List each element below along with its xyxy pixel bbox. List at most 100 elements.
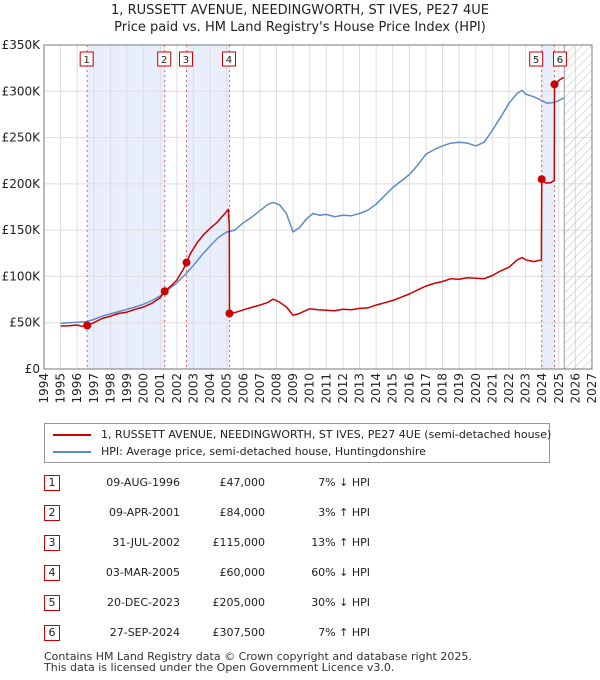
sale-number: 2 bbox=[44, 505, 60, 521]
hpi-line bbox=[60, 89, 565, 324]
chart-subtitle: Price paid vs. HM Land Registry's House … bbox=[114, 20, 486, 35]
x-tick-label: 2010 bbox=[303, 373, 317, 404]
sale-point bbox=[83, 321, 92, 330]
x-tick-label: 2019 bbox=[452, 373, 466, 404]
sale-row: 3 31-JUL-2002 £115,000 13% ↑ HPI bbox=[0, 535, 600, 555]
sale-hpi-change: 7% ↓ HPI bbox=[318, 476, 370, 489]
sale-label-number: 3 bbox=[183, 55, 189, 66]
sale-label-box bbox=[79, 51, 94, 67]
legend-label-hpi: HPI: Average price, semi-detached house,… bbox=[101, 445, 426, 458]
sale-row: 5 20-DEC-2023 £205,000 30% ↓ HPI bbox=[0, 595, 600, 615]
sale-price: £47,000 bbox=[219, 476, 266, 489]
sale-number: 3 bbox=[44, 535, 60, 551]
sale-label-box bbox=[157, 51, 172, 67]
x-tick-label: 2022 bbox=[502, 373, 516, 404]
sale-price: £205,000 bbox=[212, 596, 266, 609]
x-tick-label: 1996 bbox=[70, 373, 84, 404]
sale-point bbox=[225, 309, 234, 318]
x-tick-label: 2020 bbox=[469, 373, 483, 404]
sale-number: 1 bbox=[44, 475, 60, 491]
sale-label-box bbox=[529, 51, 544, 67]
sale-price: £84,000 bbox=[219, 506, 266, 519]
sale-label-number: 2 bbox=[161, 55, 167, 66]
x-tick-label: 1997 bbox=[87, 373, 101, 404]
sale-label-box bbox=[178, 51, 193, 67]
x-tick-label: 2011 bbox=[319, 373, 333, 404]
sale-hpi-change: 60% ↓ HPI bbox=[311, 566, 370, 579]
x-tick-label: 2026 bbox=[568, 373, 582, 404]
x-tick-label: 2012 bbox=[336, 373, 350, 404]
y-tick-label: £250K bbox=[2, 131, 42, 145]
x-tick-label: 2027 bbox=[585, 373, 599, 404]
sale-number: 6 bbox=[44, 625, 60, 641]
property-price-line bbox=[60, 76, 565, 328]
y-tick-label: £0 bbox=[25, 362, 40, 376]
sale-date: 20-DEC-2023 bbox=[106, 596, 180, 609]
sale-label-box bbox=[552, 51, 567, 67]
x-tick-label: 2017 bbox=[419, 373, 433, 404]
ownership-shade bbox=[186, 45, 230, 369]
ownership-shade bbox=[541, 45, 555, 369]
sale-label-number: 1 bbox=[83, 55, 89, 66]
sale-date: 03-MAR-2005 bbox=[105, 566, 180, 579]
sale-label-number: 5 bbox=[533, 55, 539, 66]
x-tick-label: 2003 bbox=[186, 373, 200, 404]
sale-point bbox=[537, 175, 546, 184]
x-tick-label: 2025 bbox=[552, 373, 566, 404]
plot-frame bbox=[43, 44, 593, 370]
y-tick-label: £350K bbox=[2, 38, 42, 52]
x-tick-label: 2008 bbox=[269, 373, 283, 404]
x-tick-label: 2005 bbox=[220, 373, 234, 404]
x-tick-label: 2014 bbox=[369, 373, 383, 404]
sale-label-number: 6 bbox=[557, 55, 563, 66]
legend-label-property: 1, RUSSETT AVENUE, NEEDINGWORTH, ST IVES… bbox=[101, 428, 552, 441]
sale-number: 5 bbox=[44, 595, 60, 611]
footer: Contains HM Land Registry data © Crown c… bbox=[44, 651, 472, 673]
sale-point bbox=[550, 80, 559, 89]
x-tick-label: 1995 bbox=[54, 373, 68, 404]
sale-label-number: 4 bbox=[226, 55, 232, 66]
sale-price: £307,500 bbox=[212, 626, 266, 639]
sale-row: 6 27-SEP-2024 £307,500 7% ↑ HPI bbox=[0, 625, 600, 645]
sale-hpi-change: 30% ↓ HPI bbox=[311, 596, 370, 609]
footer-copyright: Contains HM Land Registry data © Crown c… bbox=[44, 650, 472, 663]
x-tick-label: 1994 bbox=[37, 373, 51, 404]
x-tick-label: 2004 bbox=[203, 373, 217, 404]
x-tick-label: 2024 bbox=[535, 373, 549, 404]
sale-hpi-change: 13% ↑ HPI bbox=[311, 536, 370, 549]
y-tick-label: £50K bbox=[9, 316, 41, 330]
x-tick-label: 2015 bbox=[386, 373, 400, 404]
x-tick-label: 2018 bbox=[436, 373, 450, 404]
footer-licence: This data is licensed under the Open Gov… bbox=[44, 661, 395, 674]
sale-hpi-change: 7% ↑ HPI bbox=[318, 626, 370, 639]
future-region bbox=[564, 45, 592, 369]
y-tick-label: £150K bbox=[2, 223, 42, 237]
sale-date: 27-SEP-2024 bbox=[109, 626, 180, 639]
price-chart: 1 2 3 4 5 6 £0 £50K £100K £150K £200K £250K £300K £35… bbox=[2, 38, 599, 404]
sale-number: 4 bbox=[44, 565, 60, 581]
legend-swatch-hpi bbox=[53, 451, 91, 453]
sale-price: £60,000 bbox=[219, 566, 266, 579]
sale-label-box bbox=[221, 51, 236, 67]
y-tick-label: £300K bbox=[2, 84, 42, 98]
x-tick-label: 2001 bbox=[153, 373, 167, 404]
sale-row: 1 09-AUG-1996 £47,000 7% ↓ HPI bbox=[0, 475, 600, 495]
y-tick-label: £100K bbox=[2, 269, 42, 283]
sale-point bbox=[182, 258, 191, 267]
sale-date: 09-APR-2001 bbox=[108, 506, 180, 519]
x-tick-label: 2007 bbox=[253, 373, 267, 404]
x-tick-label: 1999 bbox=[120, 373, 134, 404]
sale-price: £115,000 bbox=[212, 536, 266, 549]
x-tick-label: 2016 bbox=[402, 373, 416, 404]
x-tick-label: 2000 bbox=[137, 373, 151, 404]
x-tick-label: 2009 bbox=[286, 373, 300, 404]
x-tick-label: 2013 bbox=[353, 373, 367, 404]
sale-point bbox=[160, 287, 169, 296]
x-tick-label: 2023 bbox=[519, 373, 533, 404]
sale-hpi-change: 3% ↑ HPI bbox=[318, 506, 370, 519]
sale-row: 4 03-MAR-2005 £60,000 60% ↓ HPI bbox=[0, 565, 600, 585]
legend-swatch-property bbox=[53, 434, 91, 436]
x-tick-label: 2006 bbox=[236, 373, 250, 404]
x-tick-label: 1998 bbox=[103, 373, 117, 404]
y-tick-label: £200K bbox=[2, 177, 42, 191]
